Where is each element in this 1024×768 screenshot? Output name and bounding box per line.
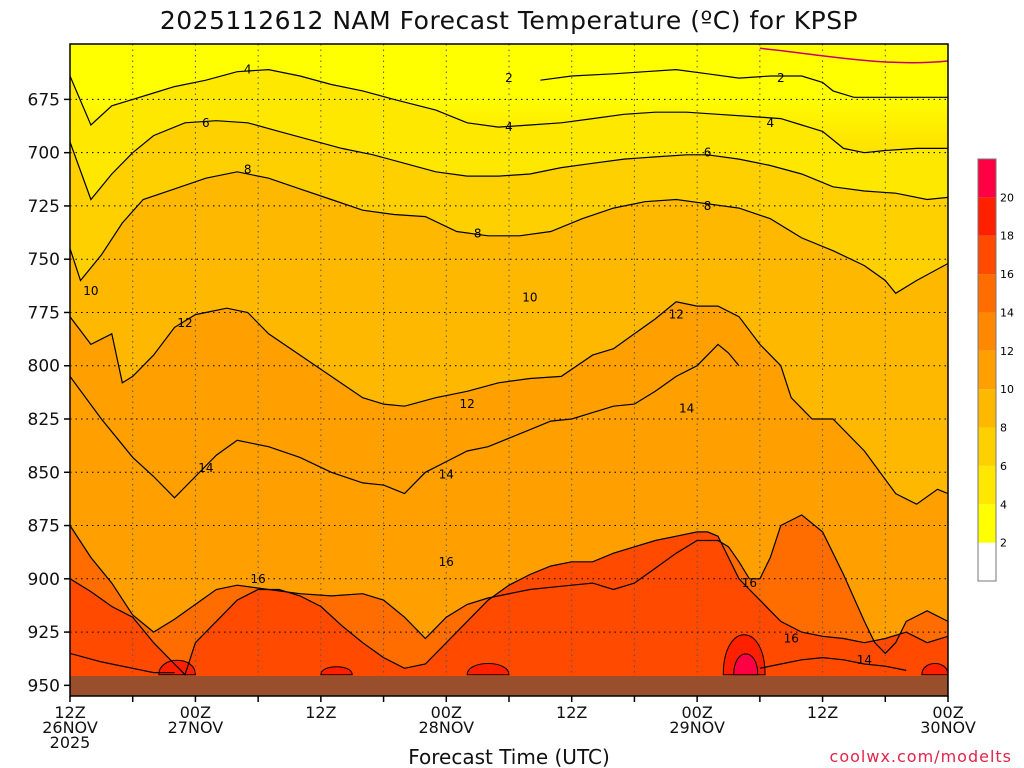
colorbar-swatch — [978, 350, 996, 390]
y-tick-label: 725 — [28, 197, 60, 217]
warm-pocket — [466, 663, 510, 676]
colorbar-label: 4 — [1000, 498, 1007, 511]
y-tick-label: 950 — [28, 676, 60, 696]
isotherm-label: 4 — [244, 63, 252, 77]
isotherm-label: 4 — [766, 116, 774, 130]
x-tick-label: 12Z — [807, 703, 838, 722]
isotherm-label: 4 — [505, 120, 513, 134]
colorbar-swatch — [978, 312, 996, 351]
colorbar-label: 16 — [1000, 268, 1014, 281]
isotherm-label: 10 — [522, 291, 537, 305]
colorbar-label: 18 — [1000, 230, 1014, 243]
colorbar-label: 14 — [1000, 306, 1014, 319]
isotherm-8c — [70, 171, 948, 295]
isotherm-label: 2 — [777, 71, 785, 85]
isotherm-label: 6 — [704, 146, 712, 160]
isotherm-14c — [70, 514, 948, 655]
x-tick-label: 00Z — [681, 703, 712, 722]
x-tick-label: 26NOV — [42, 718, 98, 737]
x-tick-label: 12Z — [556, 703, 587, 722]
x-tick-label: 00Z — [932, 703, 963, 722]
y-tick-label: 900 — [28, 570, 60, 590]
colorbar-swatch — [978, 159, 996, 198]
y-tick-label: 775 — [28, 303, 60, 323]
isotherm-label: 12 — [669, 308, 684, 322]
colorbar-swatch — [978, 427, 996, 466]
colorbar-label: 10 — [1000, 383, 1014, 396]
credit-link[interactable]: coolwx.com/modelts — [830, 747, 1012, 766]
warm-pocket — [733, 653, 759, 676]
colorbar-label: 6 — [1000, 460, 1007, 473]
isotherm-label: 14 — [679, 401, 694, 415]
isotherm-16c — [70, 531, 948, 676]
isotherm-label: 8 — [244, 163, 252, 177]
isotherm-18c — [70, 652, 175, 674]
y-tick-label: 925 — [28, 623, 60, 643]
isotherm-label: 14 — [198, 461, 213, 475]
isotherm-label: 8 — [704, 199, 712, 213]
x-tick-label: 28NOV — [418, 718, 474, 737]
isotherm-label: 12 — [460, 397, 475, 411]
x-tick-label: 00Z — [431, 703, 462, 722]
isotherm-6c — [70, 120, 948, 201]
colorbar-label: 20 — [1000, 191, 1014, 204]
x-tick-label: 29NOV — [669, 718, 725, 737]
isotherm-0c — [759, 47, 948, 64]
colorbar: 2 4 6 8 10 12 14 16 18 20 — [977, 158, 1014, 582]
isotherm-12c — [70, 343, 740, 499]
isotherm-label: 8 — [474, 227, 482, 241]
x-tick-label: 12Z — [54, 703, 85, 722]
colorbar-label: 12 — [1000, 345, 1014, 358]
x-tick-label: 00Z — [180, 703, 211, 722]
y-tick-label: 700 — [28, 144, 60, 164]
isotherm-label: 16 — [251, 572, 266, 586]
isotherm-label: 16 — [784, 631, 799, 645]
isotherm-label: 10 — [83, 284, 98, 298]
colorbar-swatch — [978, 542, 996, 581]
isotherm-label: 14 — [857, 653, 872, 667]
y-tick-label: 675 — [28, 90, 60, 110]
colorbar-frame — [977, 158, 997, 582]
colorbar-swatch — [978, 465, 996, 505]
colorbar-label: 2 — [1000, 537, 1007, 550]
y-tick-label: 800 — [28, 357, 60, 377]
isotherm-14c — [759, 656, 907, 671]
y-tick-label: 750 — [28, 250, 60, 270]
chart-title: 2025112612 NAM Forecast Temperature (ºC)… — [160, 6, 858, 35]
colorbar-swatch — [978, 274, 996, 313]
colorbar-label: 8 — [1000, 422, 1007, 435]
isotherm-label: 6 — [202, 116, 210, 130]
colorbar-swatch — [978, 504, 996, 543]
x-tick-label: 30NOV — [920, 718, 976, 737]
y-tick-label: 875 — [28, 517, 60, 537]
colorbar-swatch — [978, 235, 996, 275]
x-tick-label: 12Z — [305, 703, 336, 722]
y-tick-label: 850 — [28, 463, 60, 483]
colorbar-swatch — [978, 389, 996, 428]
isotherm-label: 16 — [742, 576, 757, 590]
isotherm-4c — [70, 68, 948, 154]
isotherm-10c — [70, 301, 948, 505]
y-tick-label: 825 — [28, 410, 60, 430]
x-tick-label: 2025 — [50, 733, 91, 752]
isotherm-label: 14 — [439, 467, 454, 481]
warm-pocket — [320, 666, 353, 676]
isotherm-2c — [540, 68, 948, 98]
isotherm-label: 12 — [177, 316, 192, 330]
ground-surface — [70, 676, 948, 696]
isotherm-label: 16 — [439, 555, 454, 569]
isotherm-label: 2 — [505, 71, 513, 85]
colorbar-swatch — [978, 197, 996, 236]
x-tick-label: 27NOV — [168, 718, 224, 737]
x-axis-label: Forecast Time (UTC) — [408, 745, 610, 768]
